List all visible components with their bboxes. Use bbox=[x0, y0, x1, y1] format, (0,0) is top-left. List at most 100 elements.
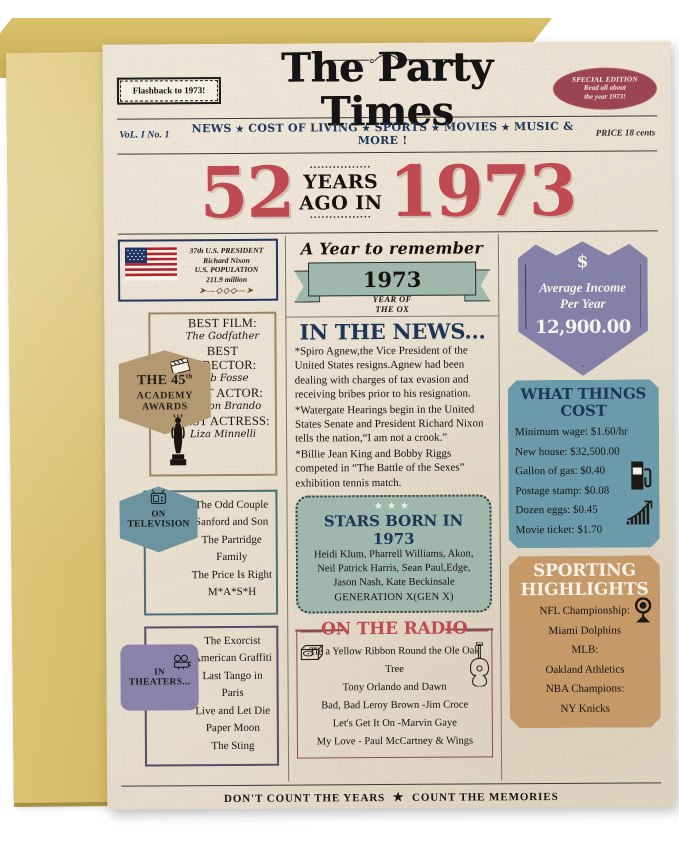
section-navbar: VoL. I No. 1 NEWS ★ COST OF LIVING ★ SPO… bbox=[117, 116, 657, 150]
income-amount: 12,900.00 bbox=[534, 316, 631, 339]
center-separator bbox=[286, 315, 499, 318]
income-label-line-2: Per Year bbox=[559, 295, 606, 311]
list-item: Tie a Yellow Ribbon Round the Ole Oak Tr… bbox=[309, 645, 480, 676]
year-ribbon: 1973 YEAR OF THE OX bbox=[294, 259, 490, 314]
badge-line-2: Read all about bbox=[583, 83, 626, 92]
president-text: 37th U.S. PRESIDENT Richard Nixon U.S. P… bbox=[182, 246, 271, 297]
badge-line-1: SPECIAL EDITION bbox=[571, 74, 638, 84]
academy-shield-line-2: ACADEMY bbox=[136, 390, 194, 402]
dollar-sign-icon: $ bbox=[576, 251, 589, 272]
stars-born-panel: ★★★ STARS BORN IN 1973 Heidi Klum, Pharr… bbox=[295, 494, 493, 614]
television-panel: ON TELEVISION The Odd Couple Sanford and… bbox=[119, 490, 280, 616]
best-film-label: BEST FILM: bbox=[187, 315, 257, 331]
special-edition-badge: SPECIAL EDITION Read all about the year … bbox=[552, 66, 658, 110]
television-badge: ON TELEVISION bbox=[119, 486, 197, 552]
list-item: MLB: bbox=[571, 643, 599, 656]
stars-born-line-3: Jason Nash, Kate Beckinsale bbox=[333, 576, 455, 589]
president-panel: 37th U.S. PRESIDENT Richard Nixon U.S. P… bbox=[117, 238, 279, 302]
headline-middle: •••••••••••••••• YEARS AGO IN ••••••••••… bbox=[299, 162, 383, 222]
president-name: Richard Nixon bbox=[203, 255, 250, 265]
flashback-stamp: Flashback to 1973! bbox=[116, 77, 222, 105]
theaters-badge: IN THEATERS... bbox=[120, 644, 199, 711]
left-column: 37th U.S. PRESIDENT Richard Nixon U.S. P… bbox=[117, 235, 290, 783]
volume-label: VoL. I No. 1 bbox=[119, 129, 170, 141]
list-item: The Partridge Family bbox=[201, 533, 262, 564]
guitar-icon bbox=[469, 641, 490, 691]
list-item: The Exorcist bbox=[204, 634, 261, 648]
television-badge-line-1: ON bbox=[151, 508, 166, 519]
headline-years-count: 52 bbox=[199, 150, 294, 235]
star-icon: ★ bbox=[388, 789, 409, 805]
us-flag-icon bbox=[124, 246, 178, 281]
list-item: M*A*S*H bbox=[207, 586, 257, 599]
content-columns: 37th U.S. PRESIDENT Richard Nixon U.S. P… bbox=[117, 233, 661, 783]
radio-song-list: Tie a Yellow Ribbon Round the Ole Oak Tr… bbox=[301, 642, 488, 751]
list-item: Sanford and Son bbox=[194, 516, 269, 529]
list-item: Bad, Bad Leroy Brown -Jim Croce bbox=[321, 699, 469, 712]
main-headline: 52 •••••••••••••••• YEARS AGO IN •••••••… bbox=[117, 148, 657, 235]
dot-row-top: •••••••••••••••• bbox=[309, 162, 372, 171]
theaters-badge-line-2: THEATERS... bbox=[128, 677, 191, 688]
best-actress-value: Liza Minnelli bbox=[189, 428, 257, 441]
nav-item-cost[interactable]: COST OF LIVING bbox=[248, 120, 359, 135]
zodiac-label: YEAR OF THE OX bbox=[294, 293, 490, 314]
greeting-card[interactable]: Flashback to 1973! The Party Times SPECI… bbox=[102, 41, 676, 810]
zodiac-line-2: THE OX bbox=[375, 303, 410, 315]
headline-year: 1973 bbox=[388, 148, 576, 233]
headline-line-1: YEARS bbox=[303, 170, 379, 194]
star-separator-icon: ★ bbox=[362, 123, 371, 134]
news-item-1: *Spiro Agnew,the Vice President of the U… bbox=[294, 344, 471, 401]
news-heading: IN THE NEWS... bbox=[299, 318, 486, 345]
list-item: The Sting bbox=[211, 739, 255, 753]
academy-shield-badge: THE 45th ACADEMY AWARDS bbox=[119, 350, 212, 435]
news-item-2: *Watergate Hearings begin in the United … bbox=[294, 403, 484, 446]
film-projector-icon bbox=[172, 654, 191, 675]
best-film-value: The Godfather bbox=[185, 330, 260, 343]
nav-item-news[interactable]: NEWS bbox=[191, 121, 232, 135]
average-income-shield: $ Average Income Per Year 12,900.00 bbox=[517, 235, 648, 376]
footer-text-2: COUNT THE MEMORIES bbox=[411, 790, 559, 804]
income-label-line-1: Average Income bbox=[539, 279, 627, 296]
footer-tagline: DON'T COUNT THE YEARS ★ COUNT THE MEMORI… bbox=[121, 783, 661, 806]
trophy-icon bbox=[632, 597, 654, 628]
flashback-stamp-label: Flashback to 1973! bbox=[119, 80, 219, 102]
center-column: A Year to remember 1973 YEAR OF THE OX I… bbox=[285, 234, 503, 782]
list-item: Oakland Athletics bbox=[545, 663, 625, 676]
list-item: Last Tango in Paris bbox=[202, 669, 263, 700]
divider-ornament: ➤—◇◇◇—➤ bbox=[199, 286, 255, 296]
radio-frame: Tie a Yellow Ribbon Round the Ole Oak Tr… bbox=[295, 628, 494, 759]
population-value: 211.9 million bbox=[206, 274, 248, 284]
list-item: NBA Champions: bbox=[545, 682, 625, 696]
list-item: Live and Let Die bbox=[195, 704, 271, 718]
what-things-cost-panel: WHAT THINGS COST bbox=[508, 379, 660, 548]
growth-chart-icon bbox=[625, 499, 653, 530]
list-item: Paper Moon bbox=[205, 722, 260, 735]
list-item: NY Knicks bbox=[560, 702, 610, 715]
oscar-statuette-icon bbox=[167, 413, 189, 470]
list-item: American Graffiti bbox=[192, 652, 272, 665]
nav-item-movies[interactable]: MOVIES bbox=[443, 119, 498, 134]
list-item: Let's Get It On -Marvin Gaye bbox=[332, 717, 457, 730]
sporting-highlights-panel: SPORTING HIGHLIGHTS NFL Championship: bbox=[509, 555, 661, 728]
academy-awards-panel: BEST FILM: The Godfather BEST DIRECTOR: … bbox=[118, 311, 279, 481]
theaters-panel: IN THEATERS... The Exorcist American Gra… bbox=[120, 625, 281, 767]
radio-panel: ON THE RADIO bbox=[295, 619, 494, 759]
list-item: The Price Is Right bbox=[191, 568, 273, 582]
tv-set-icon bbox=[149, 489, 167, 509]
price-label: PRICE 18 cents bbox=[595, 126, 656, 138]
sports-heading-line-1: SPORTING bbox=[532, 560, 636, 582]
theaters-badge-line-1: IN bbox=[154, 666, 165, 677]
nav-sections: NEWS ★ COST OF LIVING ★ SPORTS ★ MOVIES … bbox=[169, 119, 595, 148]
news-item-3: *Billie Jean King and Bobby Riggs compet… bbox=[295, 447, 465, 490]
nav-item-sports[interactable]: SPORTS bbox=[374, 120, 428, 134]
star-separator-icon: ★ bbox=[235, 124, 245, 135]
record-player-icon bbox=[299, 641, 324, 668]
dot-row-bottom: •••••••••••••••• bbox=[310, 212, 372, 221]
president-title: 37th U.S. PRESIDENT bbox=[189, 245, 264, 256]
star-separator-icon: ★ bbox=[431, 123, 440, 134]
year-remember-heading: A Year to remember bbox=[300, 238, 484, 259]
stars-born-line-1: Heidi Klum, Pharrell Williams, Akon, bbox=[314, 548, 474, 561]
television-badge-line-2: TELEVISION bbox=[127, 519, 190, 530]
clapperboard-icon bbox=[169, 357, 191, 375]
